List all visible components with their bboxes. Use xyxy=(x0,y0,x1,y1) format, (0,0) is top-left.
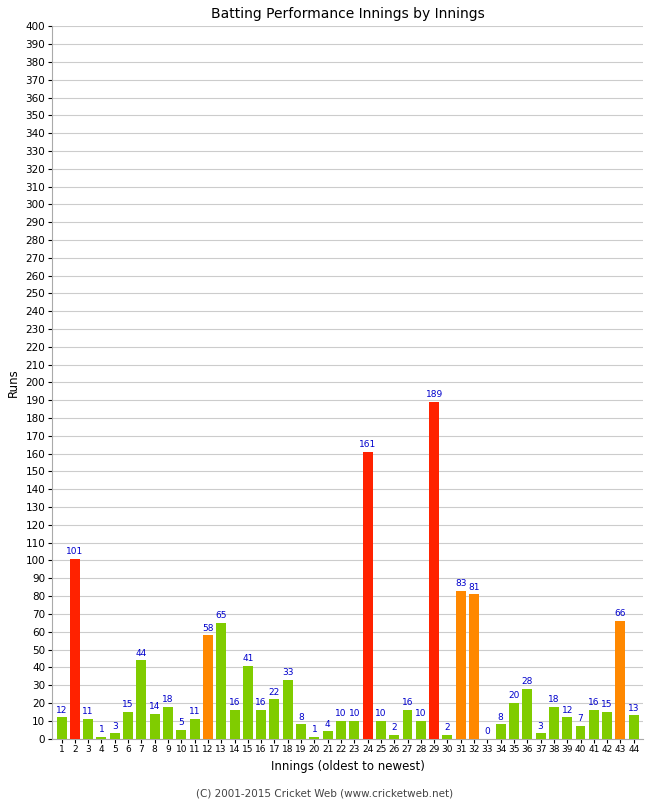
Bar xyxy=(575,726,586,738)
Bar xyxy=(402,710,413,738)
Bar xyxy=(283,680,292,738)
Text: 11: 11 xyxy=(83,707,94,716)
Bar xyxy=(256,710,266,738)
Text: 8: 8 xyxy=(298,713,304,722)
Text: 189: 189 xyxy=(426,390,443,399)
Text: 10: 10 xyxy=(375,709,387,718)
Text: 2: 2 xyxy=(445,723,450,732)
Text: 12: 12 xyxy=(56,706,67,714)
Bar xyxy=(203,635,213,738)
Bar xyxy=(496,724,506,738)
Bar xyxy=(523,689,532,738)
Bar xyxy=(243,666,253,738)
Text: 12: 12 xyxy=(562,706,573,714)
Text: 0: 0 xyxy=(484,727,490,736)
Text: 14: 14 xyxy=(149,702,161,711)
Text: 22: 22 xyxy=(269,688,280,697)
Text: 4: 4 xyxy=(325,720,330,729)
Bar xyxy=(429,402,439,738)
Bar xyxy=(443,735,452,738)
Text: 11: 11 xyxy=(189,707,200,716)
Text: 16: 16 xyxy=(402,698,413,707)
Bar xyxy=(469,594,479,738)
Bar xyxy=(629,715,639,738)
Bar xyxy=(309,737,319,738)
Text: 44: 44 xyxy=(136,649,147,658)
Text: 33: 33 xyxy=(282,668,294,677)
Y-axis label: Runs: Runs xyxy=(7,368,20,397)
Text: 13: 13 xyxy=(628,704,640,713)
Bar xyxy=(536,734,545,738)
Text: 5: 5 xyxy=(178,718,184,727)
Text: 3: 3 xyxy=(112,722,118,730)
Text: 18: 18 xyxy=(162,695,174,704)
Text: 41: 41 xyxy=(242,654,254,663)
Bar xyxy=(322,731,333,738)
Text: 1: 1 xyxy=(311,725,317,734)
Text: 10: 10 xyxy=(335,709,346,718)
Bar xyxy=(456,590,466,738)
Text: 66: 66 xyxy=(615,610,626,618)
Text: 10: 10 xyxy=(348,709,360,718)
Bar xyxy=(376,721,386,738)
Text: 58: 58 xyxy=(202,624,214,633)
Text: 8: 8 xyxy=(498,713,504,722)
Title: Batting Performance Innings by Innings: Batting Performance Innings by Innings xyxy=(211,7,484,21)
Bar xyxy=(57,717,66,738)
X-axis label: Innings (oldest to newest): Innings (oldest to newest) xyxy=(270,760,424,773)
Text: 15: 15 xyxy=(601,700,613,709)
Bar xyxy=(549,706,559,738)
Bar xyxy=(96,737,107,738)
Bar xyxy=(562,717,572,738)
Bar xyxy=(389,735,399,738)
Bar xyxy=(363,452,372,738)
Bar xyxy=(136,660,146,738)
Text: 10: 10 xyxy=(415,709,426,718)
Text: 81: 81 xyxy=(468,582,480,592)
Text: 3: 3 xyxy=(538,722,543,730)
Bar xyxy=(616,621,625,738)
Text: 15: 15 xyxy=(122,700,134,709)
Text: 83: 83 xyxy=(455,579,467,588)
Bar xyxy=(416,721,426,738)
Bar xyxy=(190,719,200,738)
Bar xyxy=(110,734,120,738)
Bar xyxy=(83,719,93,738)
Bar xyxy=(349,721,359,738)
Text: 65: 65 xyxy=(215,611,227,620)
Bar xyxy=(163,706,173,738)
Text: 1: 1 xyxy=(99,725,104,734)
Bar xyxy=(150,714,160,738)
Bar xyxy=(123,712,133,738)
Bar xyxy=(216,623,226,738)
Bar xyxy=(229,710,239,738)
Text: 28: 28 xyxy=(521,677,533,686)
Text: (C) 2001-2015 Cricket Web (www.cricketweb.net): (C) 2001-2015 Cricket Web (www.cricketwe… xyxy=(196,788,454,798)
Text: 16: 16 xyxy=(588,698,599,707)
Bar xyxy=(270,699,280,738)
Bar xyxy=(296,724,306,738)
Bar xyxy=(589,710,599,738)
Text: 16: 16 xyxy=(255,698,267,707)
Bar xyxy=(70,558,80,738)
Bar xyxy=(176,730,187,738)
Bar xyxy=(509,703,519,738)
Text: 20: 20 xyxy=(508,691,519,700)
Bar xyxy=(602,712,612,738)
Text: 16: 16 xyxy=(229,698,240,707)
Text: 101: 101 xyxy=(66,547,83,556)
Bar xyxy=(336,721,346,738)
Text: 18: 18 xyxy=(548,695,560,704)
Text: 161: 161 xyxy=(359,440,376,449)
Text: 2: 2 xyxy=(391,723,397,732)
Text: 7: 7 xyxy=(578,714,584,723)
